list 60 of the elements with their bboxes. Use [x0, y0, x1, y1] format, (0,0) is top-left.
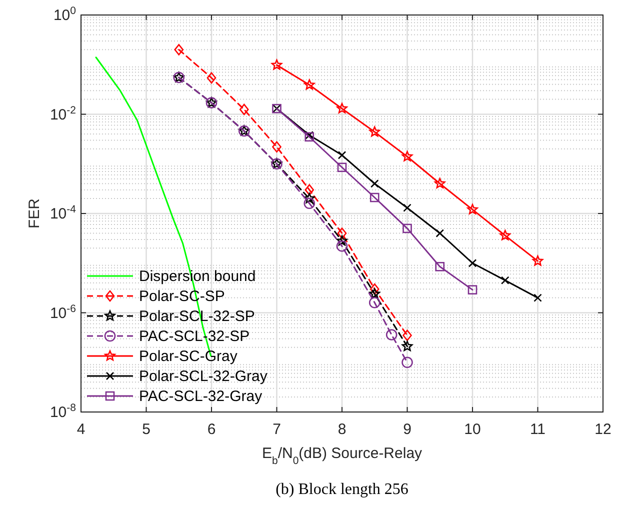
point — [468, 285, 478, 294]
y-tick-label: 10$^{-8}$ — [50, 402, 76, 421]
y-tick-label: 10$^{-6}$ — [50, 302, 76, 322]
point — [402, 356, 413, 368]
point — [435, 262, 445, 272]
point — [500, 230, 511, 240]
point — [368, 296, 380, 308]
x-tick-label: 9 — [403, 421, 412, 438]
x-tick-label: 8 — [338, 421, 346, 438]
x-tick-label: 6 — [207, 421, 216, 438]
point — [239, 104, 249, 116]
point — [402, 330, 412, 342]
point — [402, 224, 412, 234]
point — [336, 235, 348, 246]
point — [468, 258, 477, 268]
point — [532, 255, 544, 266]
point — [386, 329, 398, 340]
x-axis-title: E$_{b}$/N$_{0}$(dB) Source-Relay — [262, 445, 423, 467]
point — [304, 198, 316, 210]
point — [336, 240, 348, 252]
point — [304, 132, 314, 142]
x-tick-label: 7 — [272, 421, 281, 438]
point — [403, 204, 412, 212]
point — [369, 288, 380, 299]
legend-label: PAC-SCL-32-Gray — [139, 388, 263, 405]
point — [304, 79, 315, 90]
point — [534, 294, 542, 302]
x-tick-label: 10 — [464, 421, 481, 438]
point — [337, 228, 347, 239]
point — [206, 72, 216, 84]
text: (b) Block length 256 — [276, 481, 408, 498]
point — [369, 126, 380, 137]
x-tick-label: 5 — [142, 421, 150, 438]
point — [272, 141, 282, 153]
point — [370, 283, 380, 295]
x-tick-label: 12 — [594, 421, 612, 438]
point — [337, 162, 347, 172]
point — [174, 44, 184, 56]
point — [434, 178, 446, 188]
point — [370, 179, 379, 188]
point — [500, 276, 510, 284]
legend-label: Polar-SC-Gray — [139, 348, 238, 365]
x-tick-label: 11 — [530, 421, 546, 438]
y-axis-title: FER — [26, 198, 43, 228]
y-tick-label: 10$^{-4}$ — [50, 204, 76, 222]
point — [370, 192, 380, 202]
point — [336, 102, 348, 114]
point — [338, 150, 346, 160]
y-tick-label: 10$^{-2}$ — [50, 104, 76, 124]
point — [271, 59, 282, 70]
point — [304, 192, 315, 204]
legend-label: Polar-SCL-32-Gray — [139, 368, 268, 385]
y-tick-label: 10$^{0}$ — [53, 5, 76, 24]
point — [304, 184, 314, 196]
point — [402, 340, 413, 352]
point — [305, 130, 314, 140]
x-tick-label: 4 — [76, 421, 86, 438]
point — [436, 229, 444, 238]
point — [402, 150, 413, 162]
point — [467, 204, 478, 214]
